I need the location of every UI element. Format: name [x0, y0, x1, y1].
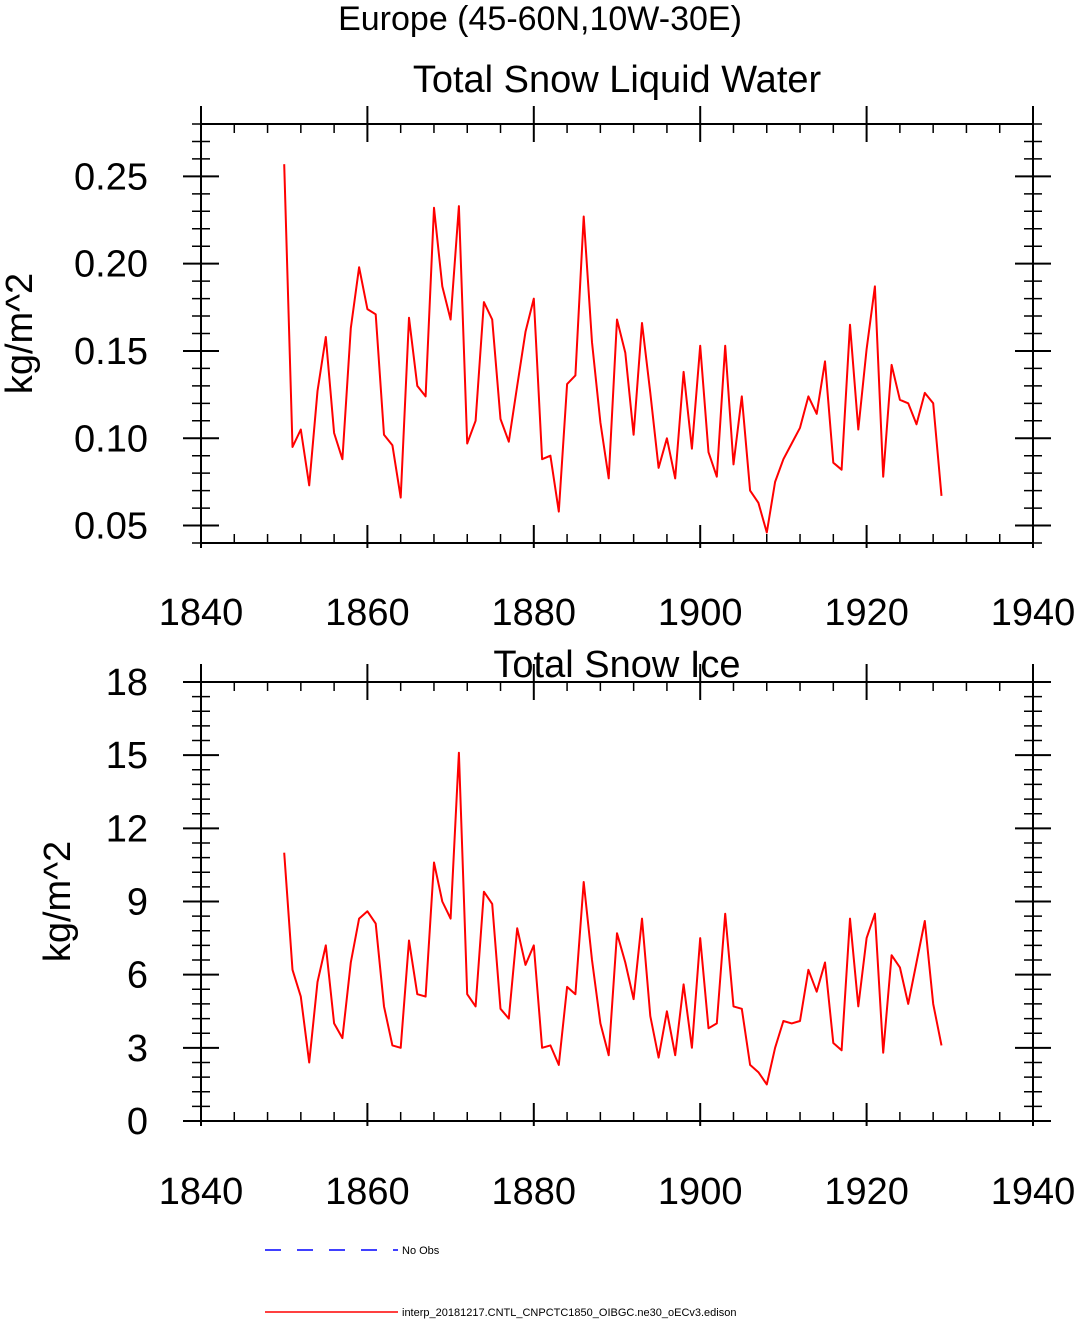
- y-tick-label: 12: [106, 808, 148, 850]
- x-tick-label: 1840: [159, 1171, 244, 1213]
- plot-frame: [200, 681, 1034, 1122]
- x-tick-label: 1900: [658, 1171, 743, 1213]
- x-tick-label: 1940: [991, 592, 1076, 634]
- series-line-model: [283, 751, 943, 1086]
- y-tick-label: 0.15: [74, 331, 148, 373]
- y-tick-label: 0.25: [74, 156, 148, 198]
- legend-model-label: interp_20181217.CNTL_CNPCTC1850_OIBGC.ne…: [402, 1307, 736, 1319]
- figure-title: Europe (45-60N,10W-30E): [338, 0, 742, 38]
- x-tick-label: 1940: [991, 1171, 1076, 1213]
- y-tick-label: 18: [106, 662, 148, 704]
- y-tick-label: 0.05: [74, 506, 148, 548]
- series-line-model: [283, 164, 943, 534]
- y-tick-label: 0.10: [74, 418, 148, 460]
- x-tick-label: 1860: [325, 1171, 410, 1213]
- x-tick-label: 1900: [658, 592, 743, 634]
- y-tick-label: 0: [127, 1101, 148, 1143]
- y-tick-label: 0.20: [74, 244, 148, 286]
- x-tick-label: 1920: [824, 1171, 909, 1213]
- legend: No Obs interp_20181217.CNTL_CNPCTC1850_O…: [265, 1245, 736, 1319]
- chart-title: Total Snow Ice: [493, 644, 740, 686]
- y-tick-label: 6: [127, 955, 148, 997]
- y-tick-label: 3: [127, 1028, 148, 1070]
- x-tick-label: 1880: [492, 592, 577, 634]
- y-axis-label: kg/m^2: [37, 841, 79, 962]
- x-tick-label: 1840: [159, 592, 244, 634]
- legend-no-obs-label: No Obs: [402, 1245, 440, 1257]
- y-tick-label: 15: [106, 735, 148, 777]
- y-tick-label: 9: [127, 882, 148, 924]
- chart-title: Total Snow Liquid Water: [413, 59, 822, 101]
- panel-snow-liquid-water: Total Snow Liquid Water kg/m^2 1840 1860 188…: [0, 59, 1075, 634]
- y-axis-label: kg/m^2: [0, 273, 41, 394]
- x-tick-label: 1860: [325, 592, 410, 634]
- x-tick-label: 1880: [492, 1171, 577, 1213]
- x-tick-label: 1920: [824, 592, 909, 634]
